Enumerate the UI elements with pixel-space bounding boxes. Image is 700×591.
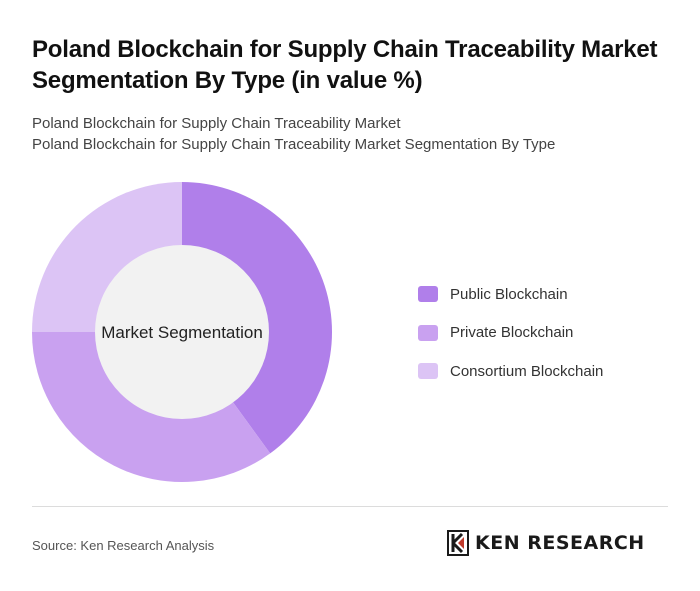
legend-item: Public Blockchain (418, 284, 603, 304)
legend-swatch (418, 286, 438, 302)
donut-chart: Market Segmentation (32, 182, 332, 482)
legend-label: Private Blockchain (450, 324, 574, 341)
ken-research-logo-text: KEN RESEARCH (475, 532, 645, 554)
chart-legend: Public Blockchain Private Blockchain Conso… (418, 284, 603, 400)
legend-label: Public Blockchain (450, 285, 568, 303)
legend-item: Consortium Blockchain (418, 361, 603, 381)
chart-subtitle-line1: Poland Blockchain for Supply Chain Trace… (32, 115, 401, 132)
footer-divider (32, 506, 668, 507)
legend-swatch (418, 363, 438, 379)
donut-hole (95, 245, 269, 419)
chart-subtitle-line2: Poland Blockchain for Supply Chain Trace… (32, 136, 556, 153)
ken-research-logo: KEN RESEARCH (447, 530, 645, 556)
legend-label: Consortium Blockchain (450, 362, 604, 380)
legend-item: Private Blockchain (418, 323, 603, 343)
source-note: Source: Ken Research Analysis (32, 538, 215, 553)
donut-center-label: Market Segmentation (101, 323, 263, 342)
ken-research-logo-icon (447, 530, 469, 556)
chart-title: Poland Blockchain for Supply Chain Trace… (32, 36, 658, 94)
legend-swatch (418, 324, 438, 341)
